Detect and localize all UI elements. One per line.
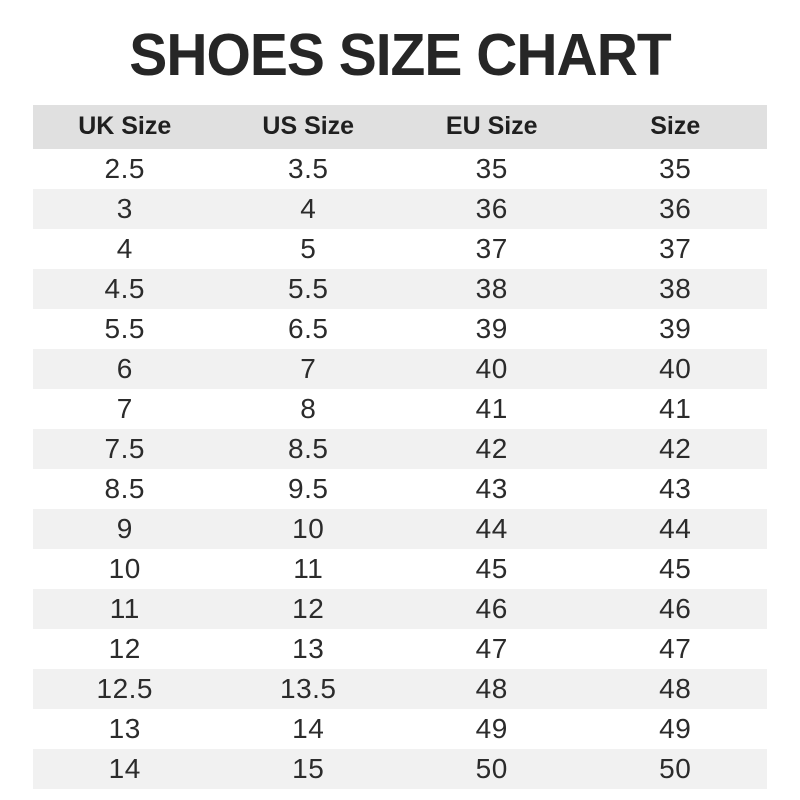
size-table-body: 2.5 3.5 35 35 3 4 36 36 4 5 37 37 4.5 5.… [33, 148, 767, 789]
eu-size-cell: 42 [475, 432, 508, 464]
size-cell: 49 [659, 712, 692, 744]
size-cell: 41 [659, 392, 692, 424]
size-cell: 36 [659, 192, 692, 224]
size-cell: 43 [659, 472, 692, 504]
uk-size-cell: 5.5 [104, 312, 145, 344]
table-row: 12 13 47 47 [33, 628, 767, 669]
uk-size-cell: 7 [116, 392, 133, 424]
uk-size-cell: 10 [108, 552, 141, 584]
us-size-cell: 14 [292, 712, 325, 744]
uk-size-cell: 2.5 [104, 152, 145, 184]
size-cell: 35 [659, 152, 692, 184]
us-size-cell: 13 [292, 632, 325, 664]
table-row: 5.5 6.5 39 39 [33, 308, 767, 349]
us-size-cell: 13.5 [280, 672, 337, 704]
table-row: 7 8 41 41 [33, 388, 767, 429]
col-header-eu-size: EU Size [400, 104, 584, 149]
uk-size-cell: 12.5 [96, 672, 153, 704]
us-size-cell: 5 [300, 232, 317, 264]
table-row: 3 4 36 36 [33, 188, 767, 229]
table-row: 12.5 13.5 48 48 [33, 668, 767, 709]
uk-size-cell: 8.5 [104, 472, 145, 504]
size-cell: 39 [659, 312, 692, 344]
size-cell: 50 [659, 752, 692, 784]
table-row: 6 7 40 40 [33, 348, 767, 389]
table-row: 4.5 5.5 38 38 [33, 268, 767, 309]
table-row: 11 12 46 46 [33, 588, 767, 629]
table-row: 8.5 9.5 43 43 [33, 468, 767, 509]
eu-size-cell: 47 [475, 632, 508, 664]
size-cell: 45 [659, 552, 692, 584]
uk-size-cell: 4.5 [104, 272, 145, 304]
table-row: 13 14 49 49 [33, 708, 767, 749]
table-row: 4 5 37 37 [33, 228, 767, 269]
size-cell: 47 [659, 632, 692, 664]
us-size-cell: 5.5 [288, 272, 329, 304]
size-cell: 38 [659, 272, 692, 304]
us-size-cell: 9.5 [288, 472, 329, 504]
table-row: 7.5 8.5 42 42 [33, 428, 767, 469]
eu-size-cell: 48 [475, 672, 508, 704]
size-cell: 44 [659, 512, 692, 544]
eu-size-cell: 49 [475, 712, 508, 744]
us-size-cell: 6.5 [288, 312, 329, 344]
uk-size-cell: 14 [108, 752, 141, 784]
uk-size-cell: 7.5 [104, 432, 145, 464]
table-row: 9 10 44 44 [33, 508, 767, 549]
uk-size-cell: 4 [116, 232, 133, 264]
size-cell: 37 [659, 232, 692, 264]
size-cell: 42 [659, 432, 692, 464]
us-size-cell: 4 [300, 192, 317, 224]
uk-size-cell: 13 [108, 712, 141, 744]
us-size-cell: 8.5 [288, 432, 329, 464]
table-row: 2.5 3.5 35 35 [33, 148, 767, 189]
col-header-uk-size: UK Size [33, 104, 217, 149]
us-size-cell: 10 [292, 512, 325, 544]
us-size-cell: 3.5 [288, 152, 329, 184]
eu-size-cell: 43 [475, 472, 508, 504]
us-size-cell: 8 [300, 392, 317, 424]
eu-size-cell: 45 [475, 552, 508, 584]
us-size-cell: 11 [293, 552, 324, 584]
eu-size-cell: 38 [475, 272, 508, 304]
size-table: UK Size US Size EU Size Size 2.5 3.5 35 … [33, 104, 767, 789]
size-cell: 48 [659, 672, 692, 704]
us-size-cell: 15 [292, 752, 325, 784]
eu-size-cell: 41 [475, 392, 508, 424]
uk-size-cell: 11 [109, 592, 140, 624]
uk-size-cell: 3 [116, 192, 133, 224]
col-header-us-size: US Size [216, 104, 400, 149]
eu-size-cell: 44 [475, 512, 508, 544]
table-row: 10 11 45 45 [33, 548, 767, 589]
eu-size-cell: 36 [475, 192, 508, 224]
eu-size-cell: 40 [475, 352, 508, 384]
size-chart-container: UK Size US Size EU Size Size 2.5 3.5 35 … [33, 104, 767, 789]
size-cell: 40 [659, 352, 692, 384]
eu-size-cell: 35 [475, 152, 508, 184]
page-title: SHOES SIZE CHART [129, 21, 671, 89]
uk-size-cell: 12 [108, 632, 141, 664]
size-cell: 46 [659, 592, 692, 624]
eu-size-cell: 37 [475, 232, 508, 264]
table-row: 14 15 50 50 [33, 748, 767, 789]
uk-size-cell: 6 [116, 352, 133, 384]
us-size-cell: 7 [300, 352, 317, 384]
uk-size-cell: 9 [116, 512, 133, 544]
eu-size-cell: 46 [475, 592, 508, 624]
eu-size-cell: 50 [475, 752, 508, 784]
table-header-row: UK Size US Size EU Size Size [33, 104, 767, 149]
eu-size-cell: 39 [475, 312, 508, 344]
us-size-cell: 12 [292, 592, 325, 624]
col-header-size: Size [583, 104, 767, 149]
